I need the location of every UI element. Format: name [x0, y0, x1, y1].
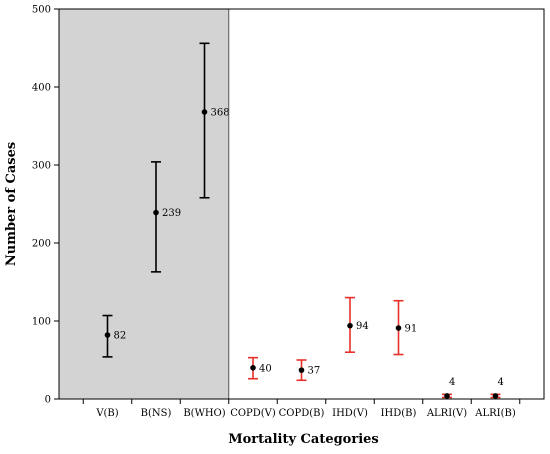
data-point — [201, 109, 208, 115]
plot-frame — [58, 8, 545, 400]
data-point — [298, 367, 305, 373]
error-bar — [199, 42, 210, 199]
x-tick-label: ALRI(B) — [474, 408, 516, 419]
data-label: 4 — [498, 377, 504, 388]
y-tick-label: 300 — [32, 161, 51, 172]
data-point — [492, 393, 499, 399]
x-tick-label: B(NS) — [141, 408, 172, 419]
x-axis-label: Mortality Categories — [228, 432, 378, 447]
data-point — [347, 322, 353, 329]
data-point — [153, 209, 159, 216]
data-point — [395, 325, 402, 331]
data-label: 239 — [162, 208, 181, 219]
chart-axes: 0 100 200 300 400 500 V(B) B(NS) B(WHO) COPD(V) CO… — [32, 5, 545, 419]
data-point — [104, 332, 111, 338]
y-axis-label: Number of Cases — [4, 142, 19, 266]
y-tick-label: 200 — [32, 239, 51, 250]
data-label: 91 — [405, 324, 418, 335]
data-label: 82 — [114, 331, 127, 342]
data-label: 94 — [356, 321, 369, 332]
x-tick-label: COPD(B) — [279, 408, 325, 419]
data-label: 40 — [259, 363, 272, 374]
data-label: 4 — [449, 377, 455, 388]
error-bar — [151, 161, 161, 273]
y-tick-label: 500 — [32, 5, 51, 16]
chart-marks: 82 239 368 40 37 94 91 4 4 — [102, 42, 504, 399]
y-tick-label: 100 — [32, 317, 51, 328]
data-label: 368 — [211, 107, 230, 118]
data-label: 37 — [308, 366, 321, 377]
x-tick-label: V(B) — [95, 408, 118, 419]
x-tick-label: IHD(V) — [332, 408, 368, 419]
data-point — [444, 393, 450, 399]
data-point — [250, 365, 256, 371]
x-tick-label: IHD(B) — [381, 408, 417, 419]
x-tick-label: COPD(V) — [230, 408, 276, 419]
x-tick-label: B(WHO) — [183, 408, 225, 419]
y-tick-label: 400 — [32, 83, 51, 94]
y-tick-label: 0 — [45, 395, 51, 406]
shaded-region — [59, 9, 229, 399]
x-tick-label: ALRI(V) — [426, 408, 467, 419]
